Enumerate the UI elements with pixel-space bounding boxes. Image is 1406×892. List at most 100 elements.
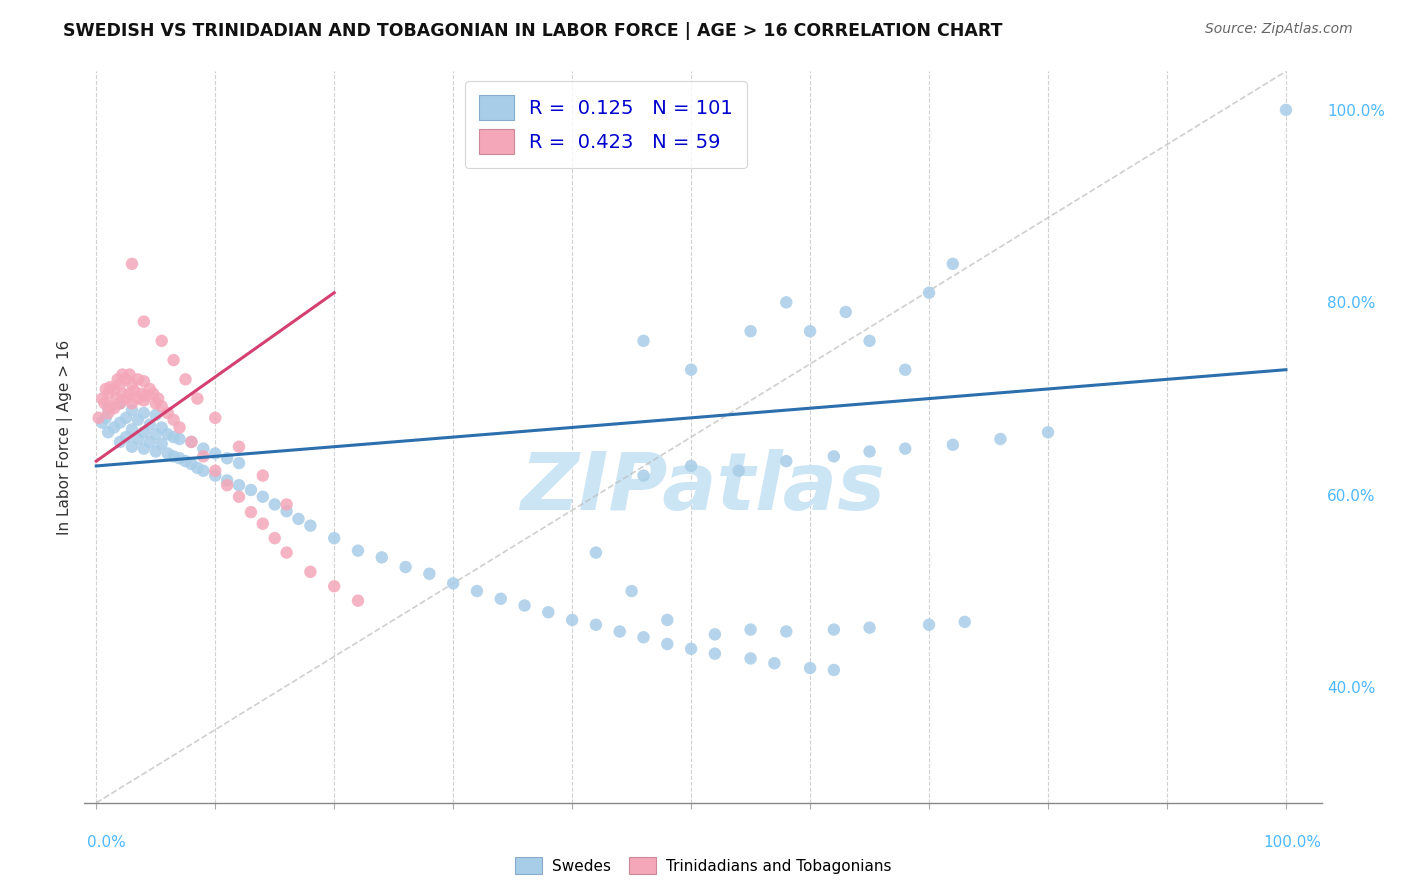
Point <box>142 386 165 401</box>
Point <box>127 413 149 427</box>
Point <box>228 456 250 470</box>
Point <box>105 392 128 406</box>
Point <box>100 399 122 413</box>
Point <box>135 389 157 403</box>
Point <box>121 403 143 417</box>
Point <box>87 410 110 425</box>
Point <box>775 295 797 310</box>
Point <box>150 420 173 434</box>
Point <box>953 615 976 629</box>
Point <box>465 584 488 599</box>
Point <box>287 512 309 526</box>
Point <box>204 468 226 483</box>
Point <box>132 442 155 456</box>
Point <box>103 420 125 434</box>
Point <box>620 584 643 599</box>
Point <box>132 425 155 440</box>
Point <box>100 380 122 394</box>
Point <box>124 384 146 398</box>
Point <box>858 334 880 348</box>
Point <box>347 543 370 558</box>
Point <box>118 386 141 401</box>
Point <box>918 285 941 300</box>
Point <box>323 531 346 545</box>
Point <box>276 504 298 518</box>
Point <box>217 478 239 492</box>
Point <box>252 468 274 483</box>
Point <box>139 434 162 449</box>
Point <box>150 334 173 348</box>
Point <box>299 518 322 533</box>
Point <box>115 410 138 425</box>
Point <box>103 382 125 396</box>
Point <box>858 444 880 458</box>
Point <box>513 599 536 613</box>
Point <box>204 410 226 425</box>
Point <box>115 392 138 406</box>
Point <box>127 392 149 406</box>
Point <box>193 464 215 478</box>
Point <box>174 454 197 468</box>
Point <box>489 591 512 606</box>
Point <box>799 661 821 675</box>
Point <box>609 624 631 639</box>
Point <box>150 437 173 451</box>
Point <box>145 444 167 458</box>
Point <box>228 440 250 454</box>
Text: SWEDISH VS TRINIDADIAN AND TOBAGONIAN IN LABOR FORCE | AGE > 16 CORRELATION CHAR: SWEDISH VS TRINIDADIAN AND TOBAGONIAN IN… <box>63 22 1002 40</box>
Point <box>740 651 762 665</box>
Point <box>585 545 607 559</box>
Point <box>918 617 941 632</box>
Point <box>145 408 167 422</box>
Point <box>394 560 416 574</box>
Point <box>132 374 155 388</box>
Point <box>156 446 179 460</box>
Point <box>115 430 138 444</box>
Point <box>186 392 208 406</box>
Point <box>252 516 274 531</box>
Point <box>561 613 583 627</box>
Point <box>121 377 143 392</box>
Point <box>108 434 131 449</box>
Y-axis label: In Labor Force | Age > 16: In Labor Force | Age > 16 <box>58 340 73 534</box>
Point <box>894 362 917 376</box>
Point <box>115 372 138 386</box>
Point <box>727 464 749 478</box>
Point <box>823 450 845 464</box>
Point <box>441 576 464 591</box>
Point <box>127 372 149 386</box>
Point <box>150 399 173 413</box>
Point <box>132 393 155 408</box>
Point <box>703 627 725 641</box>
Point <box>263 531 285 545</box>
Point <box>1036 425 1059 440</box>
Point <box>681 458 703 473</box>
Point <box>162 430 184 444</box>
Point <box>239 483 262 497</box>
Text: 100.0%: 100.0% <box>1264 836 1322 850</box>
Point <box>93 396 115 410</box>
Point <box>633 468 655 483</box>
Point <box>94 410 117 425</box>
Point <box>252 490 274 504</box>
Point <box>657 613 679 627</box>
Point <box>121 257 143 271</box>
Point <box>132 406 155 420</box>
Point <box>107 372 129 386</box>
Point <box>763 657 786 671</box>
Point <box>146 392 169 406</box>
Point <box>162 450 184 464</box>
Point <box>204 446 226 460</box>
Point <box>162 413 184 427</box>
Point <box>108 396 131 410</box>
Point <box>121 396 143 410</box>
Point <box>121 440 143 454</box>
Point <box>108 377 131 392</box>
Point <box>681 362 703 376</box>
Point <box>169 420 191 434</box>
Point <box>276 498 298 512</box>
Point <box>775 454 797 468</box>
Point <box>145 396 167 410</box>
Point <box>121 422 143 436</box>
Point <box>139 382 162 396</box>
